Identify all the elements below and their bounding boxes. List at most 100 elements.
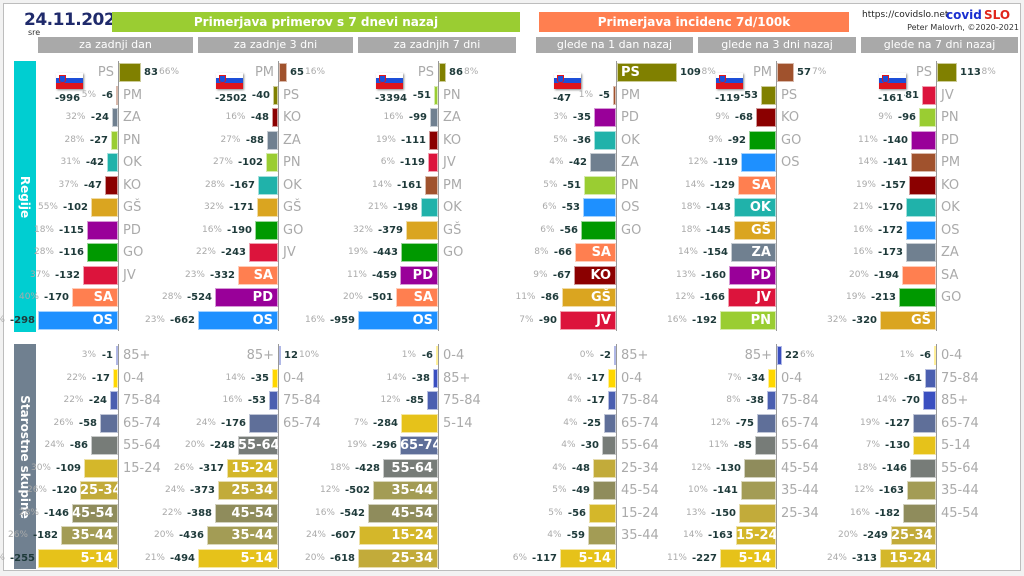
bar-PM[interactable] (279, 63, 287, 82)
bar-PM[interactable] (911, 153, 936, 172)
bar-PN[interactable] (720, 310, 776, 330)
bar-GŠ[interactable] (257, 198, 278, 217)
bar-45-54[interactable] (593, 481, 616, 500)
bar-OS[interactable] (741, 153, 776, 172)
bar-75-84[interactable] (608, 391, 616, 410)
bar-85+[interactable] (433, 368, 438, 388)
bar-OK[interactable] (594, 130, 616, 150)
bar-75-84[interactable] (925, 368, 936, 388)
bar-0-4[interactable] (608, 368, 616, 388)
bar-45-54[interactable] (215, 503, 278, 523)
bar-65-74[interactable] (604, 413, 616, 433)
bar-PM[interactable] (777, 63, 794, 82)
bar-JV[interactable] (83, 265, 118, 285)
bar-35-44[interactable] (907, 481, 936, 500)
bar-0-4[interactable] (768, 368, 776, 388)
bar-PS[interactable] (439, 63, 446, 82)
bar-PD[interactable] (400, 265, 438, 285)
bar-OK[interactable] (421, 198, 438, 217)
bar-PN[interactable] (434, 85, 438, 105)
bar-PD[interactable] (911, 130, 936, 150)
bar-PN[interactable] (111, 130, 118, 150)
bar-KO[interactable] (574, 265, 616, 285)
bar-45-54[interactable] (903, 503, 936, 523)
bar-65-74[interactable] (100, 413, 118, 433)
bar-GO[interactable] (401, 243, 438, 262)
bar-45-54[interactable] (368, 503, 438, 523)
bar-25-34[interactable] (218, 481, 278, 500)
site-link[interactable]: https://covidslo.net (862, 10, 949, 20)
bar-JV[interactable] (249, 243, 278, 262)
bar-KO[interactable] (756, 108, 776, 127)
bar-65-74[interactable] (757, 413, 776, 433)
bar-GŠ[interactable] (880, 310, 936, 330)
bar-45-54[interactable] (72, 503, 118, 523)
bar-GO[interactable] (87, 243, 118, 262)
bar-75-84[interactable] (110, 391, 118, 410)
bar-0-4[interactable] (272, 368, 278, 388)
bar-PM[interactable] (613, 85, 616, 105)
bar-35-44[interactable] (741, 481, 776, 500)
bar-OS[interactable] (906, 220, 936, 240)
bar-65-74[interactable] (913, 413, 936, 433)
bar-35-44[interactable] (373, 481, 438, 500)
bar-GŠ[interactable] (91, 198, 118, 217)
bar-ZA[interactable] (112, 108, 118, 127)
bar-75-84[interactable] (427, 391, 438, 410)
bar-SA[interactable] (738, 175, 776, 195)
bar-0-4[interactable] (934, 346, 936, 365)
bar-25-34[interactable] (739, 503, 776, 523)
bar-85+[interactable] (923, 391, 936, 410)
bar-15-24[interactable] (736, 526, 776, 545)
bar-PN[interactable] (919, 108, 936, 127)
bar-GŠ[interactable] (562, 288, 616, 307)
bar-15-24[interactable] (589, 503, 616, 523)
bar-SA[interactable] (238, 265, 278, 285)
bar-KO[interactable] (429, 130, 438, 150)
bar-GO[interactable] (255, 220, 278, 240)
bar-65-74[interactable] (249, 413, 278, 433)
bar-55-64[interactable] (910, 458, 936, 478)
bar-PM[interactable] (116, 85, 118, 105)
bar-0-4[interactable] (113, 368, 118, 388)
bar-KO[interactable] (272, 108, 278, 127)
bar-JV[interactable] (728, 288, 776, 307)
bar-OK[interactable] (906, 198, 936, 217)
bar-SA[interactable] (902, 265, 936, 285)
bar-85+[interactable] (279, 346, 281, 365)
bar-PS[interactable] (617, 63, 677, 82)
bar-OS[interactable] (583, 198, 616, 217)
bar-PN[interactable] (266, 153, 278, 172)
bar-5-14[interactable] (401, 413, 438, 433)
bar-PS[interactable] (761, 85, 776, 105)
bar-15-24[interactable] (880, 548, 936, 568)
bar-OK[interactable] (734, 198, 776, 217)
bar-45-54[interactable] (744, 458, 776, 478)
bar-PS[interactable] (273, 85, 278, 105)
bar-ZA[interactable] (267, 130, 278, 150)
bar-PS[interactable] (937, 63, 957, 82)
bar-GŠ[interactable] (406, 220, 438, 240)
bar-ZA[interactable] (590, 153, 616, 172)
bar-35-44[interactable] (588, 526, 616, 545)
bar-15-24[interactable] (227, 458, 278, 478)
bar-85+[interactable] (777, 346, 782, 365)
bar-25-34[interactable] (891, 526, 936, 545)
bar-5-14[interactable] (560, 548, 616, 568)
bar-5-14[interactable] (913, 436, 936, 455)
bar-OK[interactable] (107, 153, 118, 172)
bar-25-34[interactable] (593, 458, 616, 478)
bar-55-64[interactable] (238, 436, 278, 455)
bar-PN[interactable] (584, 175, 616, 195)
bar-15-24[interactable] (84, 458, 118, 478)
bar-PD[interactable] (729, 265, 776, 285)
bar-35-44[interactable] (61, 526, 118, 545)
bar-PD[interactable] (594, 108, 616, 127)
bar-KO[interactable] (105, 175, 118, 195)
bar-65-74[interactable] (400, 436, 438, 455)
bar-ZA[interactable] (906, 243, 936, 262)
bar-PD[interactable] (215, 288, 278, 307)
bar-5-14[interactable] (38, 548, 118, 568)
bar-85+[interactable] (614, 346, 616, 365)
bar-5-14[interactable] (198, 548, 278, 568)
